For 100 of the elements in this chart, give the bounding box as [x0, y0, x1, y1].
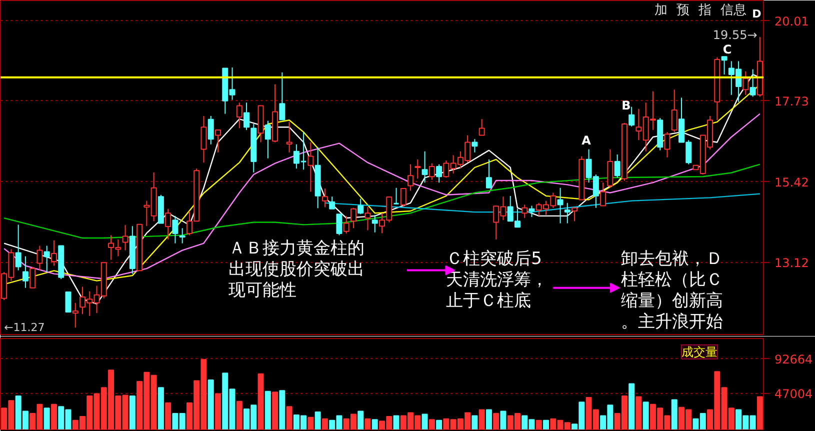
- bar: [314, 411, 321, 430]
- candlestick: [236, 102, 242, 129]
- y-tick-label: 20.01: [774, 14, 809, 28]
- bar: [543, 420, 550, 430]
- y-tick-label: 17.73: [774, 94, 809, 108]
- candlestick: [308, 142, 314, 192]
- candlestick: [179, 228, 186, 244]
- candlestick: [486, 158, 492, 188]
- candlestick: [372, 214, 378, 233]
- candlestick: [343, 215, 350, 234]
- candlestick: [393, 187, 400, 205]
- candlestick: [671, 89, 678, 133]
- bar: [322, 418, 328, 430]
- candlestick: [408, 164, 414, 192]
- candlestick: [15, 224, 22, 271]
- bar: [493, 413, 500, 430]
- candlestick: [528, 205, 535, 218]
- y-tick-label: 13.12: [774, 256, 809, 270]
- candlestick: [358, 198, 364, 215]
- bar: [393, 415, 400, 430]
- annotation: 信息: [720, 3, 747, 18]
- annotation: ←11.27: [4, 320, 45, 334]
- candlestick: [122, 224, 128, 251]
- candlestick: [364, 206, 371, 231]
- annotation: A: [582, 133, 592, 148]
- bar: [258, 373, 264, 430]
- bar: [536, 420, 542, 430]
- bar: [472, 415, 478, 430]
- bar: [272, 392, 278, 430]
- bar: [364, 418, 371, 430]
- candlestick: [472, 138, 478, 153]
- bar: [308, 416, 314, 430]
- annotation: 加: [654, 3, 668, 18]
- candlestick: [208, 115, 214, 145]
- candlestick: [422, 150, 428, 184]
- annotation: ＡＢ接力黄金柱的出现使股价突破出现可能性: [228, 238, 365, 301]
- annotation: 卸去包袱，Ｄ柱轻松（比Ｃ缩量）创新高。主升浪开始: [620, 249, 723, 332]
- y-tick-label: 15.42: [774, 175, 809, 190]
- candlestick: [279, 72, 286, 120]
- candlestick: [50, 240, 57, 266]
- candlestick: [564, 202, 570, 224]
- candlestick: [557, 187, 564, 224]
- candlestick: [428, 162, 435, 180]
- bar: [486, 409, 492, 430]
- annotation: 指: [698, 3, 712, 18]
- line-series: [3, 164, 761, 239]
- candlestick: [214, 129, 221, 153]
- candlestick: [600, 182, 606, 206]
- bar: [165, 402, 172, 430]
- bar: [236, 400, 242, 430]
- bar: [358, 410, 364, 430]
- candlestick: [436, 164, 442, 184]
- bar: [478, 409, 485, 430]
- candlestick: [200, 115, 207, 164]
- bar: [756, 396, 763, 430]
- candlestick: [72, 302, 78, 328]
- candlestick: [628, 106, 635, 127]
- candlestick: [742, 70, 749, 96]
- candlestick: [36, 245, 43, 271]
- bar: [422, 414, 428, 430]
- candlestick: [664, 132, 670, 158]
- annotation: D: [752, 8, 762, 21]
- annotation: B: [622, 98, 631, 112]
- candlestick: [750, 68, 756, 98]
- bar: [500, 410, 506, 430]
- annotation: 19.55→: [712, 28, 758, 42]
- y-tick-label: 92664: [774, 352, 813, 366]
- bar: [208, 380, 214, 430]
- candlestick: [44, 245, 50, 273]
- candlestick: [165, 208, 172, 240]
- candlestick: [172, 215, 178, 244]
- bar: [671, 399, 678, 430]
- bar: [264, 390, 271, 430]
- bar: [428, 419, 435, 430]
- bar: [642, 402, 649, 430]
- annotation: C: [722, 42, 732, 56]
- candlestick: [30, 266, 36, 288]
- annotation: Ｃ柱突破后5天清洗浮筹，止于Ｃ柱底: [446, 249, 548, 312]
- text: 成交量: [681, 344, 718, 359]
- bar: [372, 419, 378, 430]
- bar: [436, 420, 442, 430]
- bar: [129, 395, 136, 430]
- candlestick: [329, 196, 336, 210]
- bar: [44, 408, 50, 430]
- annotation: 预: [676, 3, 690, 18]
- y-tick-label: 47004: [774, 387, 813, 402]
- bar: [628, 383, 635, 430]
- candlestick: [721, 56, 728, 76]
- candlestick: [286, 121, 292, 153]
- candlestick: [350, 207, 356, 229]
- candlestick: [244, 102, 250, 130]
- candlestick: [264, 120, 271, 159]
- candlestick: [478, 118, 485, 136]
- candlestick: [614, 154, 620, 178]
- line-series: [324, 193, 761, 213]
- candlestick: [22, 256, 28, 288]
- bar: [636, 396, 642, 430]
- candlestick: [522, 204, 528, 219]
- candlestick: [572, 207, 578, 222]
- bar: [279, 390, 286, 430]
